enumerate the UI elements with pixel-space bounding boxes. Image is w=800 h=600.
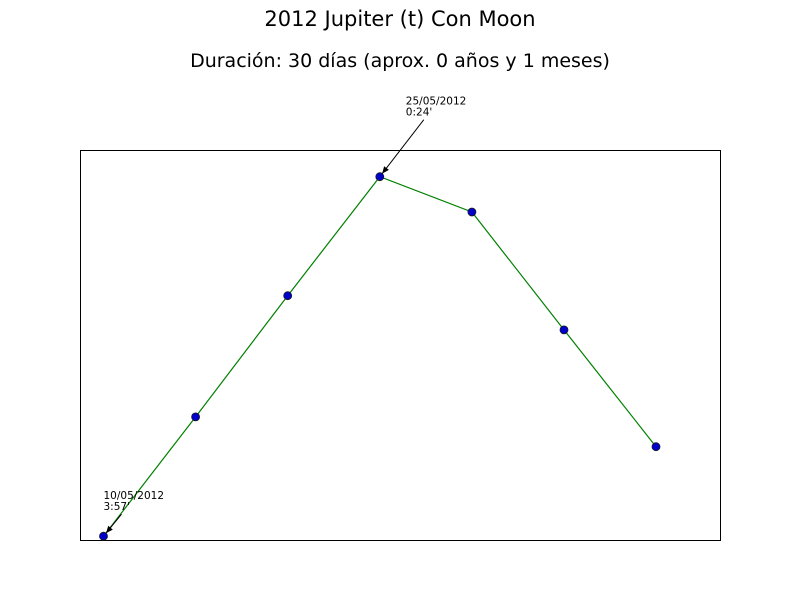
- annotation-duration: 0:24': [406, 107, 432, 119]
- data-point: [375, 172, 385, 182]
- data-point: [283, 291, 293, 301]
- plot-area-frame: [80, 150, 721, 541]
- data-point: [467, 207, 477, 217]
- series-line: [103, 175, 657, 537]
- data-point: [99, 531, 108, 541]
- data-point: [559, 325, 569, 335]
- chart-title: 2012 Jupiter (t) Con Moon: [264, 7, 536, 31]
- annotation-arrowhead: [106, 525, 113, 534]
- data-point: [651, 442, 661, 452]
- annotation-arrow: [381, 119, 425, 174]
- data-point: [191, 412, 201, 422]
- annotation-date: 10/05/2012: [104, 490, 165, 502]
- chart-subtitle: Duración: 30 días (aprox. 0 años y 1 mes…: [190, 50, 610, 72]
- annotation-arrowhead: [382, 166, 389, 174]
- annotation-date: 25/05/2012: [406, 96, 467, 108]
- annotation-duration: 3:57': [104, 501, 130, 513]
